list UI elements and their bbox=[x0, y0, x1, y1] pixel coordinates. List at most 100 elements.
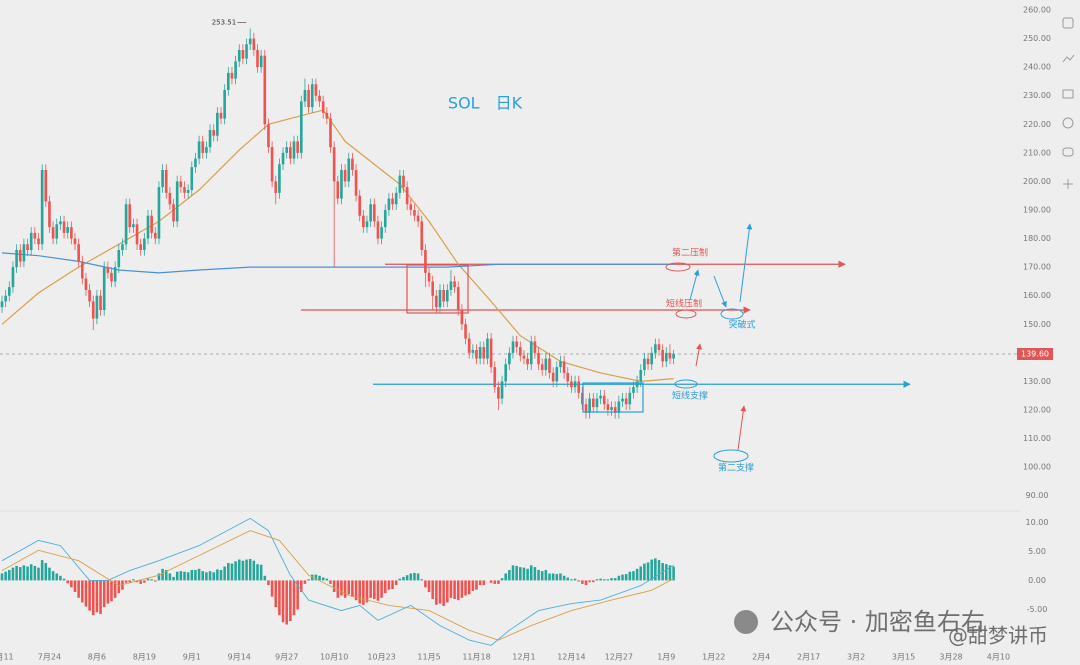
candle-body bbox=[376, 221, 380, 239]
candle-body bbox=[168, 192, 172, 205]
macd-bar bbox=[668, 565, 672, 581]
macd-bar bbox=[358, 580, 361, 604]
macd-bar bbox=[102, 580, 106, 608]
x-tick-label: 1月22 bbox=[702, 653, 725, 662]
macd-bar bbox=[139, 580, 142, 584]
macd-bar bbox=[150, 579, 153, 581]
candle-body bbox=[442, 290, 445, 302]
moving-average bbox=[1, 109, 674, 383]
candle-body bbox=[197, 141, 201, 159]
macd-bar bbox=[88, 580, 91, 611]
macd-bar bbox=[51, 571, 55, 581]
macd-bar bbox=[460, 580, 464, 598]
macd-bar bbox=[354, 580, 358, 601]
candle-body bbox=[161, 170, 164, 188]
macd-bar bbox=[467, 580, 471, 595]
candle-body bbox=[387, 198, 391, 210]
candle-body bbox=[172, 204, 175, 222]
macd-bar bbox=[515, 565, 518, 581]
candle-body bbox=[380, 227, 383, 239]
candle-body bbox=[402, 175, 405, 188]
macd-bar bbox=[143, 580, 146, 583]
annotation: 第二支撑 bbox=[718, 462, 754, 474]
candle-body bbox=[664, 352, 668, 362]
candle-body bbox=[438, 290, 442, 308]
macd-bar bbox=[99, 580, 102, 615]
candle-body bbox=[650, 352, 654, 365]
macd-bar bbox=[435, 580, 438, 605]
macd-bar bbox=[154, 580, 157, 582]
candle-body bbox=[48, 201, 51, 228]
candle-body bbox=[570, 381, 573, 388]
candle-body bbox=[621, 398, 624, 402]
candle-body bbox=[369, 204, 372, 222]
macd-bar bbox=[595, 579, 599, 581]
candle-body bbox=[237, 50, 241, 62]
candle-body bbox=[77, 244, 80, 262]
macd-bar bbox=[383, 580, 387, 594]
candle-body bbox=[602, 395, 606, 405]
candle-body bbox=[102, 267, 106, 310]
arrow bbox=[739, 223, 753, 303]
candle-body bbox=[413, 210, 416, 216]
macd-bar bbox=[562, 575, 566, 581]
macd-bar bbox=[449, 580, 453, 598]
macd-bar bbox=[216, 569, 219, 581]
ellipse bbox=[665, 262, 691, 272]
macd-bar bbox=[157, 573, 161, 581]
candle-body bbox=[314, 84, 318, 96]
candle-body bbox=[223, 90, 226, 119]
macd-bar bbox=[321, 577, 325, 581]
candle-body bbox=[362, 215, 365, 228]
macd-bar bbox=[398, 578, 402, 581]
macd-bar bbox=[533, 567, 537, 581]
macd-bar bbox=[314, 574, 318, 581]
candle-body bbox=[456, 287, 460, 310]
macd-bar bbox=[186, 572, 190, 581]
candle-body bbox=[354, 170, 358, 196]
y-tick-label: 100.00 bbox=[1023, 463, 1051, 472]
macd-bar bbox=[471, 580, 475, 591]
macd-bar bbox=[373, 580, 376, 599]
candle-body bbox=[511, 341, 515, 353]
macd-bar bbox=[91, 580, 95, 616]
candle-body bbox=[599, 395, 602, 399]
candle-body bbox=[139, 244, 143, 250]
candle-body bbox=[153, 232, 157, 239]
candle-body bbox=[533, 341, 537, 353]
candle-body bbox=[80, 261, 84, 279]
macd-bar bbox=[197, 568, 201, 581]
macd-bar bbox=[489, 580, 493, 583]
macd-bar bbox=[307, 579, 310, 581]
macd-bar bbox=[639, 566, 643, 581]
macd-bar bbox=[427, 580, 431, 593]
macd-bar bbox=[300, 580, 303, 593]
macd-bar bbox=[270, 580, 274, 597]
macd-bar bbox=[124, 580, 128, 583]
macd-bar bbox=[606, 579, 610, 581]
candle-body bbox=[11, 267, 15, 288]
candle-body bbox=[500, 381, 504, 399]
macd-bar bbox=[73, 580, 77, 593]
candle-body bbox=[22, 244, 26, 262]
macd-bar bbox=[128, 580, 132, 583]
tool-icon bbox=[1062, 89, 1074, 99]
macd-bar bbox=[44, 563, 48, 581]
x-tick-label: 1月9 bbox=[657, 653, 675, 662]
candle-body bbox=[310, 84, 314, 108]
candle-body bbox=[383, 210, 387, 228]
candle-body bbox=[132, 224, 135, 228]
candle-body bbox=[482, 347, 486, 359]
candle-body bbox=[551, 372, 555, 382]
candle-body bbox=[471, 350, 475, 353]
macd-bar bbox=[15, 565, 18, 581]
x-tick-label: 7月24 bbox=[38, 653, 61, 662]
candle-body bbox=[183, 187, 186, 193]
macd-bar bbox=[227, 563, 230, 581]
macd-bar bbox=[84, 580, 88, 607]
candle-body bbox=[453, 281, 456, 288]
candle-body bbox=[497, 387, 500, 399]
tool-icon bbox=[1062, 17, 1074, 29]
candle-body bbox=[657, 344, 661, 350]
candle-body bbox=[117, 250, 121, 268]
